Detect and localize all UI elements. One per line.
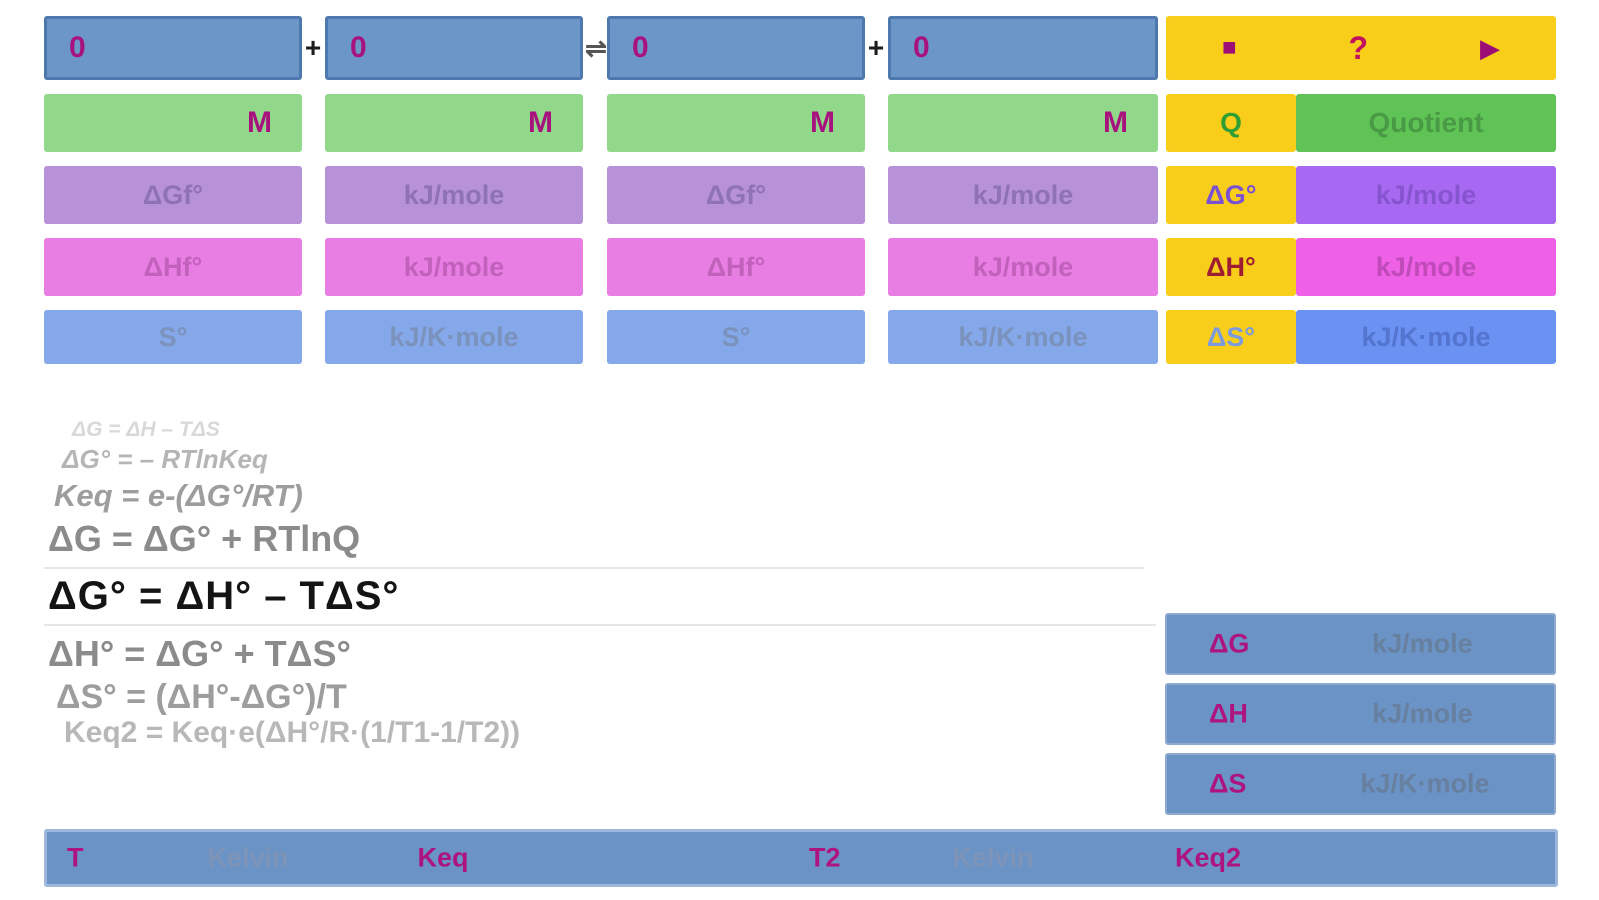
equation-row[interactable]: ΔG° = – RTlnKeq	[62, 444, 268, 474]
t-label: T	[67, 842, 84, 873]
dh-output-label: ΔH	[1209, 698, 1248, 729]
dh-output-unit: kJ/mole	[1372, 698, 1473, 729]
product2-enthalpy-field[interactable]: kJ/mole	[888, 238, 1158, 296]
ds-output-field[interactable]: ΔS kJ/K·mole	[1165, 753, 1556, 815]
product2-value-input[interactable]: 0	[888, 16, 1158, 80]
product1-molarity-field[interactable]: M	[607, 94, 865, 152]
reactant2-value: 0	[350, 31, 367, 64]
t-unit-label: Kelvin	[207, 842, 289, 873]
entropy-placeholder: S°	[158, 321, 188, 352]
ds-output-unit: kJ/K·mole	[1360, 768, 1490, 799]
dg-output-field[interactable]: ΔG kJ/mole	[1165, 613, 1556, 675]
reactant1-enthalpy-field[interactable]: ΔHf°	[44, 238, 302, 296]
equation-row[interactable]: ΔG = ΔH – TΔS	[72, 418, 220, 441]
stop-icon: ■	[1221, 34, 1237, 61]
enthalpy-placeholder: ΔHf°	[706, 251, 766, 282]
t2-unit-label: Kelvin	[952, 842, 1034, 873]
question-mark-icon: ?	[1348, 30, 1369, 66]
equilibrium-arrows-icon: ⇌	[585, 32, 607, 63]
ds-output-label: ΔS	[1209, 768, 1247, 799]
reactant2-value-input[interactable]: 0	[325, 16, 583, 80]
molarity-unit-label: M	[1103, 106, 1128, 139]
equation-row[interactable]: Keq2 = Keq·e(ΔH°/R·(1/T1-1/T2))	[64, 716, 521, 749]
equation-row[interactable]: ΔH° = ΔG° + TΔS°	[48, 633, 351, 674]
equation-divider-bottom	[44, 624, 1156, 626]
entropy-unit-placeholder: kJ/K·mole	[958, 321, 1088, 352]
equation-row[interactable]: ΔG = ΔG° + RTlnQ	[48, 518, 361, 559]
dh-standard-label: ΔH°	[1166, 238, 1296, 296]
quotient-label: Q	[1166, 94, 1296, 152]
play-icon: ▶	[1480, 33, 1500, 63]
dg-standard-unit-field[interactable]: kJ/mole	[1296, 166, 1556, 224]
dh-standard-unit-field[interactable]: kJ/mole	[1296, 238, 1556, 296]
molarity-unit-label: M	[528, 106, 553, 139]
reactant1-molarity-field[interactable]: M	[44, 94, 302, 152]
reactant1-value: 0	[69, 31, 86, 64]
enthalpy-placeholder: ΔHf°	[143, 251, 203, 282]
plus-operator-right: +	[867, 32, 885, 63]
product2-entropy-field[interactable]: kJ/K·mole	[888, 310, 1158, 364]
play-button[interactable]: ▶	[1480, 35, 1500, 61]
product1-gibbs-field[interactable]: ΔGf°	[607, 166, 865, 224]
gibbs-placeholder: ΔGf°	[705, 179, 767, 210]
reactant2-molarity-field[interactable]: M	[325, 94, 583, 152]
product2-molarity-field[interactable]: M	[888, 94, 1158, 152]
plus-operator-left: +	[304, 32, 322, 63]
product1-entropy-field[interactable]: S°	[607, 310, 865, 364]
dh-output-field[interactable]: ΔH kJ/mole	[1165, 683, 1556, 745]
selected-equation-row[interactable]: ΔG° = ΔH° – TΔS°	[48, 574, 400, 618]
reactant2-enthalpy-field[interactable]: kJ/mole	[325, 238, 583, 296]
molarity-unit-label: M	[247, 106, 272, 139]
equation-row[interactable]: ΔS° = (ΔH°-ΔG°)/T	[56, 678, 347, 716]
temperature-keq-bar[interactable]: T Kelvin Keq T2 Kelvin Keq2	[44, 829, 1558, 887]
ds-standard-unit-field[interactable]: kJ/K·mole	[1296, 310, 1556, 364]
dg-output-unit: kJ/mole	[1372, 628, 1473, 659]
dg-output-label: ΔG	[1209, 628, 1250, 659]
product1-value: 0	[632, 31, 649, 64]
stop-button[interactable]: ■	[1222, 36, 1237, 60]
reactant2-gibbs-field[interactable]: kJ/mole	[325, 166, 583, 224]
equation-divider-top	[44, 567, 1144, 569]
reactant1-gibbs-field[interactable]: ΔGf°	[44, 166, 302, 224]
help-button[interactable]: ?	[1348, 32, 1368, 64]
reactant2-entropy-field[interactable]: kJ/K·mole	[325, 310, 583, 364]
dg-standard-label: ΔG°	[1166, 166, 1296, 224]
product2-value: 0	[913, 31, 930, 64]
reactant1-entropy-field[interactable]: S°	[44, 310, 302, 364]
gibbs-unit-placeholder: kJ/mole	[972, 179, 1074, 210]
ds-standard-label: ΔS°	[1166, 310, 1296, 364]
control-toolbar: ■ ? ▶	[1166, 16, 1556, 80]
enthalpy-unit-placeholder: kJ/mole	[403, 251, 505, 282]
product2-gibbs-field[interactable]: kJ/mole	[888, 166, 1158, 224]
quotient-field[interactable]: Quotient	[1296, 94, 1556, 152]
keq2-label: Keq2	[1174, 842, 1242, 873]
gibbs-placeholder: ΔGf°	[142, 179, 204, 210]
entropy-placeholder: S°	[721, 321, 751, 352]
reactant1-value-input[interactable]: 0	[44, 16, 302, 80]
product1-enthalpy-field[interactable]: ΔHf°	[607, 238, 865, 296]
product1-value-input[interactable]: 0	[607, 16, 865, 80]
gibbs-unit-placeholder: kJ/mole	[403, 179, 505, 210]
keq-label: Keq	[417, 842, 469, 873]
equation-row[interactable]: Keq = e-(ΔG°/RT)	[54, 478, 303, 513]
enthalpy-unit-placeholder: kJ/mole	[972, 251, 1074, 282]
t2-label: T2	[809, 842, 841, 873]
entropy-unit-placeholder: kJ/K·mole	[389, 321, 519, 352]
molarity-unit-label: M	[810, 106, 835, 139]
